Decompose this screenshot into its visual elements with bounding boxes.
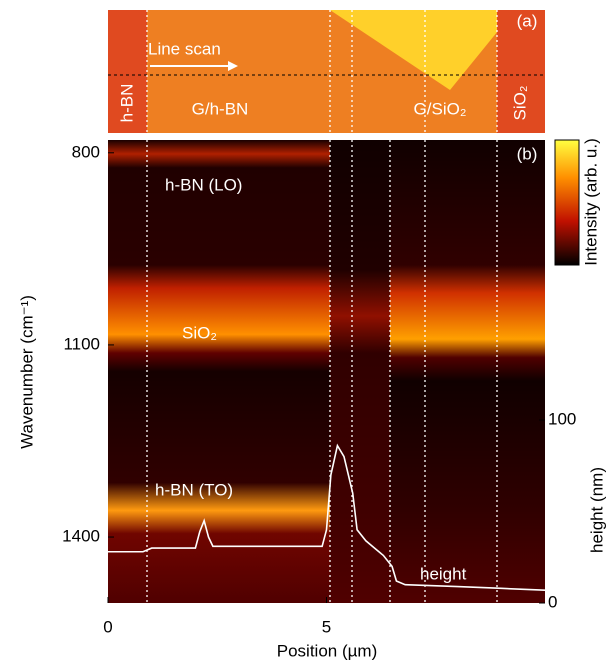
heatmap (108, 140, 331, 603)
scan-arrow-head (228, 61, 238, 71)
region-label: SiO₂ (510, 86, 529, 121)
region-label: h-BN (117, 84, 136, 123)
y2-tick-label: 100 (548, 409, 576, 428)
band-label: h-BN (LO) (165, 175, 242, 194)
band-label: h-BN (TO) (155, 480, 233, 499)
x-tick-label: 5 (322, 617, 331, 636)
y2-tick-label: 0 (548, 592, 557, 611)
heatmap (390, 140, 545, 603)
region-label: G/SiO₂ (414, 99, 467, 118)
colorbar-label: Intensity (arb. u.) (581, 138, 600, 266)
band-label: SiO₂ (182, 323, 217, 342)
boundaries (146, 10, 498, 603)
x-axis-label: Position (µm) (277, 641, 377, 660)
heatmap (330, 140, 391, 603)
region-label: G/h-BN (192, 99, 249, 118)
panel-label: (a) (517, 11, 538, 30)
y-tick-label: 1100 (63, 334, 100, 353)
y-tick-label: 800 (72, 142, 100, 161)
graphene-region (330, 10, 515, 90)
line-scan-label: Line scan (148, 39, 221, 58)
colorbar (554, 139, 580, 266)
panel-label: (b) (517, 144, 538, 163)
height-line (108, 443, 546, 591)
y-axis-label: Wavenumber (cm⁻¹) (17, 295, 36, 449)
sio2-edge (497, 10, 545, 133)
y-tick-label: 1400 (62, 527, 100, 546)
legend-label: height (420, 564, 467, 583)
hbn-edge (108, 10, 147, 133)
x-tick-label: 0 (103, 617, 112, 636)
y2-axis-label: height (nm) (587, 467, 606, 553)
